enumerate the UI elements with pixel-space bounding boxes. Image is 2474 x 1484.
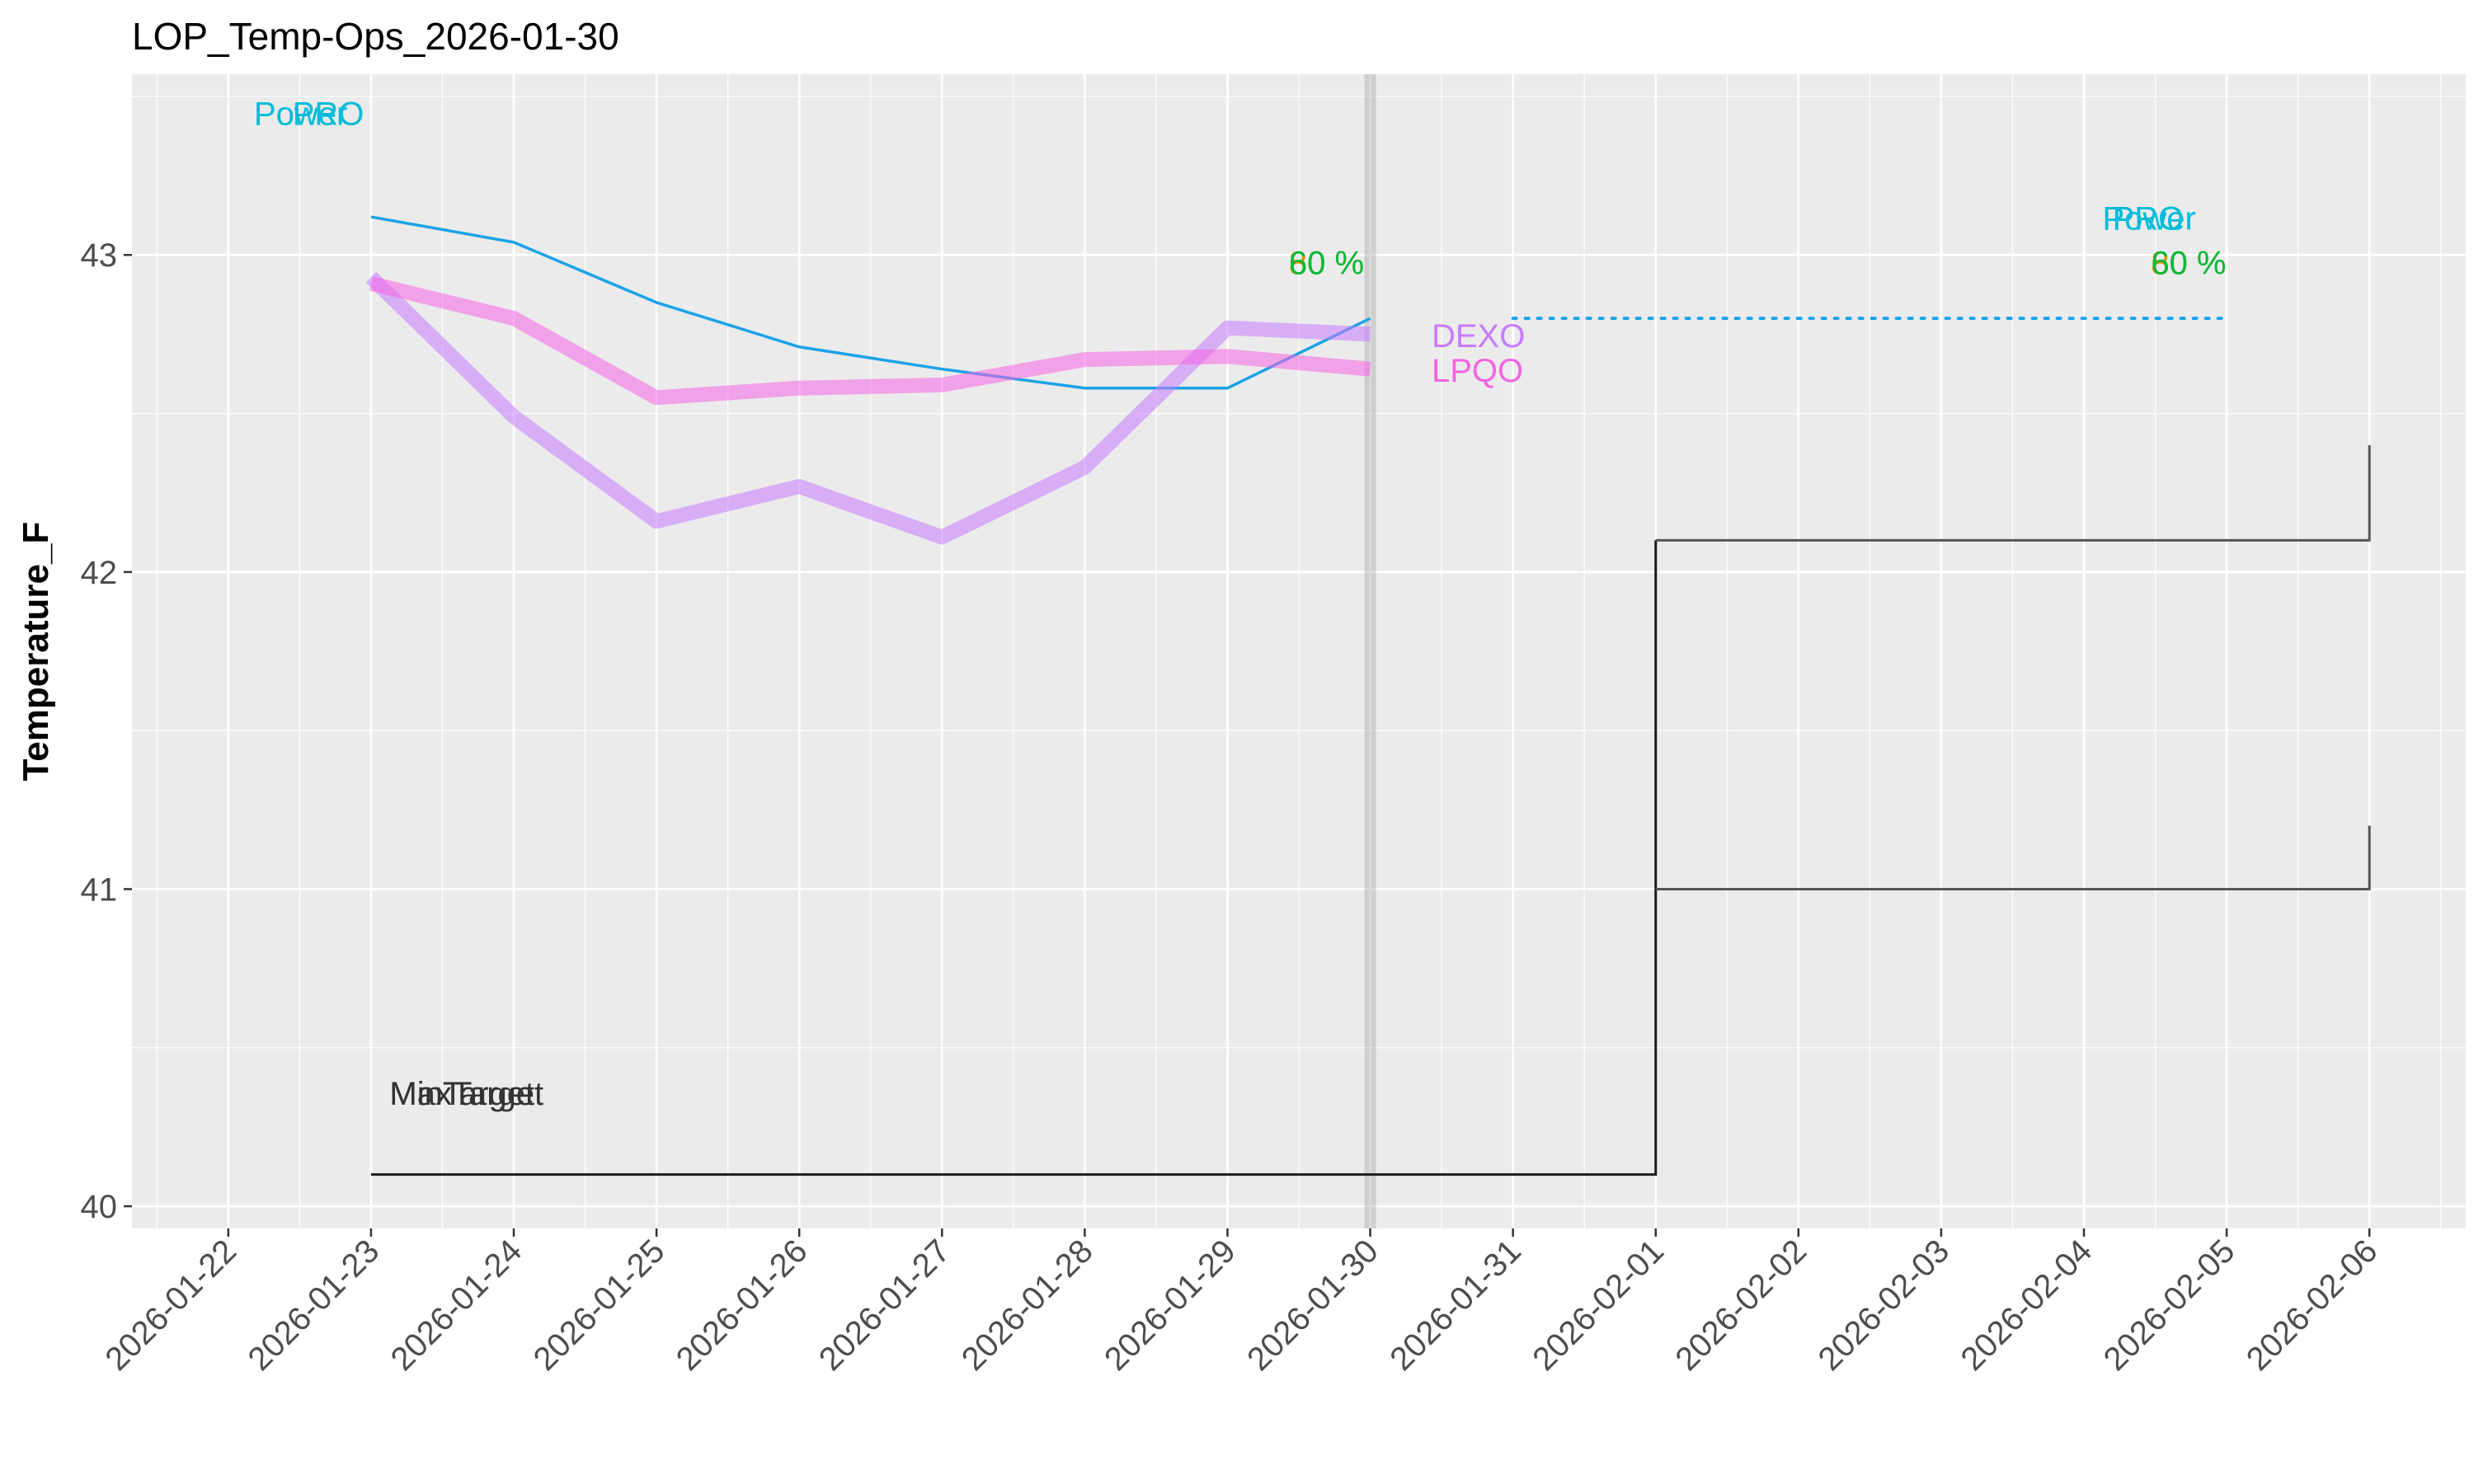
x-tick-label: 2026-01-31	[1383, 1233, 1528, 1378]
y-axis: 40 41 42 43	[81, 237, 132, 1225]
y-tick-label: 42	[81, 555, 118, 591]
annotation-label: MaxTarget	[389, 1076, 543, 1112]
annotation-label: Power	[254, 96, 347, 133]
chart-title: LOP_Temp-Ops_2026-01-30	[132, 15, 619, 58]
annotation-label: PRO	[2113, 200, 2185, 237]
x-tick-label: 2026-02-05	[2097, 1233, 2242, 1378]
target-step-line	[370, 540, 1658, 1176]
x-tick-label: 2026-01-23	[241, 1233, 386, 1378]
x-tick-label: 2026-01-26	[670, 1233, 815, 1378]
x-tick-label: 2026-01-25	[527, 1233, 672, 1378]
series-line	[370, 215, 1371, 390]
x-tick-label: 2026-01-30	[1240, 1233, 1385, 1378]
x-tick-label: 2026-01-29	[1098, 1233, 1243, 1378]
annotation-label: PRO	[293, 96, 365, 133]
annotation-label: MinTarget	[389, 1076, 534, 1112]
annotation-label: DEXO	[1432, 318, 1525, 355]
grid-lines	[132, 74, 2466, 1228]
x-tick-label: 2026-01-27	[812, 1233, 957, 1378]
series-lines	[365, 215, 2229, 545]
x-tick-label: 2026-01-24	[384, 1233, 529, 1378]
target-steps	[370, 445, 2371, 1176]
series-line	[369, 276, 1371, 406]
target-step-line	[1655, 445, 2371, 542]
y-tick-label: 43	[81, 237, 118, 274]
y-tick-label: 41	[81, 871, 118, 908]
annotation-label: 80 %	[2151, 245, 2226, 281]
x-tick-label: 2026-02-06	[2240, 1233, 2385, 1378]
target-step-line	[1655, 825, 2371, 890]
annotation-label: 60 %	[1289, 245, 1364, 281]
annotation-label: 80 %	[1289, 245, 1364, 281]
x-tick-label: 2026-02-02	[1668, 1233, 1813, 1378]
y-axis-title: Temperature_F	[16, 522, 56, 782]
annotation-label: Power	[2102, 200, 2195, 237]
x-tick-label: 2026-01-22	[98, 1233, 243, 1378]
annotation-label: LPQO	[1432, 353, 1523, 389]
x-tick-label: 2026-01-28	[955, 1233, 1100, 1378]
y-tick-label: 40	[81, 1189, 118, 1225]
x-tick-label: 2026-02-01	[1526, 1233, 1671, 1378]
x-tick-label: 2026-02-04	[1954, 1233, 2100, 1378]
x-axis: 2026-01-222026-01-232026-01-242026-01-25…	[98, 1228, 2385, 1378]
annotation-label: 60 %	[2151, 245, 2226, 281]
x-tick-label: 2026-02-03	[1811, 1233, 1956, 1378]
